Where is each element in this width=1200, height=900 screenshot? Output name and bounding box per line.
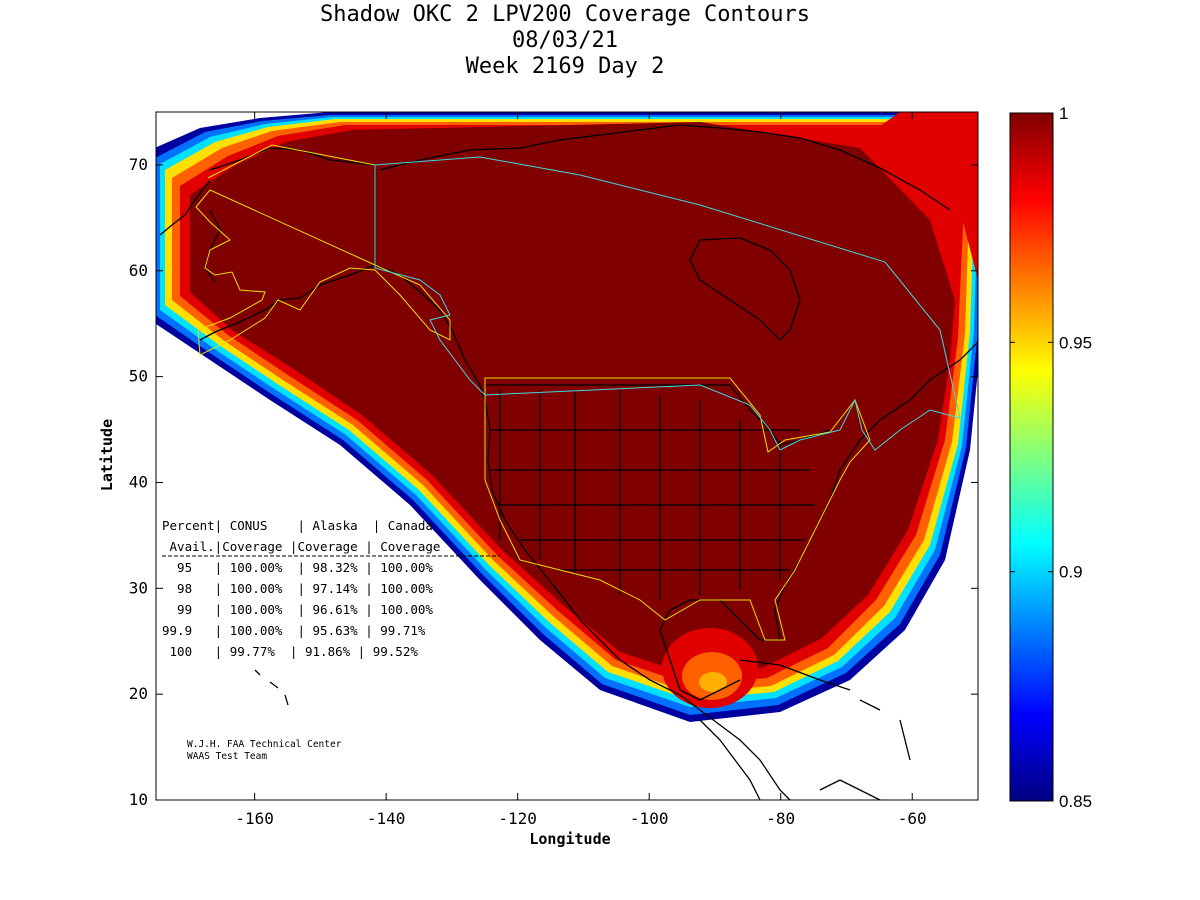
x-tick-label: -60 bbox=[898, 809, 927, 828]
hawaii bbox=[254, 669, 289, 706]
plot-frame bbox=[155, 111, 979, 801]
x-tick-label: -160 bbox=[235, 809, 274, 828]
x-tick-label: -140 bbox=[367, 809, 406, 828]
colorbar-tick-label: 0.95 bbox=[1059, 333, 1092, 352]
table-header-2: Avail.|Coverage |Coverage | Coverage bbox=[162, 539, 440, 554]
y-tick-label: 20 bbox=[129, 684, 148, 703]
colorbar-tick-label: 1 bbox=[1059, 104, 1068, 123]
colorbar-tick-label: 0.85 bbox=[1059, 792, 1092, 811]
credit-line-1: W.J.H. FAA Technical Center bbox=[187, 739, 342, 750]
y-tick-label: 30 bbox=[129, 578, 148, 597]
canada-boundary bbox=[374, 156, 961, 451]
chart-title-line2: 08/03/21 bbox=[512, 28, 618, 53]
credit-line-2: WAAS Test Team bbox=[187, 751, 267, 762]
x-axis-label: Longitude bbox=[529, 830, 610, 848]
y-tick-label: 50 bbox=[129, 367, 148, 386]
east-coast bbox=[659, 341, 978, 701]
coverage-table: Percent| CONUS | Alaska | Canada Avail.|… bbox=[162, 518, 500, 659]
table-row: 99 | 100.00% | 96.61% | 100.00% bbox=[162, 602, 433, 617]
table-header-1: Percent| CONUS | Alaska | Canada bbox=[162, 518, 433, 533]
x-tick-label: -120 bbox=[498, 809, 537, 828]
caribbean bbox=[739, 659, 911, 761]
conus-boundary bbox=[484, 377, 871, 641]
colorbar-ticks: 0.85 0.9 0.95 1 bbox=[1010, 104, 1092, 811]
y-tick-label: 60 bbox=[129, 261, 148, 280]
alaska-boundary bbox=[195, 144, 451, 356]
table-row: 99.9 | 100.00% | 95.63% | 99.71% bbox=[162, 623, 426, 638]
x-tick-label: -80 bbox=[766, 809, 795, 828]
contour-band-1 bbox=[190, 122, 955, 675]
y-tick-label: 40 bbox=[129, 472, 148, 491]
pacific-coast bbox=[451, 329, 791, 800]
central-america bbox=[699, 719, 881, 800]
chart-title-line3: Week 2169 Day 2 bbox=[465, 54, 665, 79]
table-row: 100 | 99.77% | 91.86% | 99.52% bbox=[162, 644, 418, 659]
contour-north-red bbox=[860, 112, 978, 280]
table-row: 95 | 100.00% | 98.32% | 100.00% bbox=[162, 560, 433, 575]
us-states bbox=[490, 390, 815, 600]
y-axis-label: Latitude bbox=[98, 419, 116, 491]
contour-gulf-yellow bbox=[699, 672, 727, 692]
table-row: 98 | 100.00% | 97.14% | 100.00% bbox=[162, 581, 433, 596]
y-tick-label: 70 bbox=[129, 155, 148, 174]
y-tick-label: 10 bbox=[129, 790, 148, 809]
colorbar bbox=[1009, 112, 1054, 802]
x-axis: -160 -140 -120 -100 -80 -60 bbox=[235, 112, 927, 828]
colorbar-tick-label: 0.9 bbox=[1059, 563, 1083, 582]
y-axis: 10 20 30 40 50 60 70 bbox=[129, 155, 978, 809]
canada-arctic bbox=[379, 124, 951, 341]
x-tick-label: -100 bbox=[630, 809, 669, 828]
chart-title-line1: Shadow OKC 2 LPV200 Coverage Contours bbox=[319, 2, 811, 27]
region-boundaries bbox=[195, 144, 961, 641]
